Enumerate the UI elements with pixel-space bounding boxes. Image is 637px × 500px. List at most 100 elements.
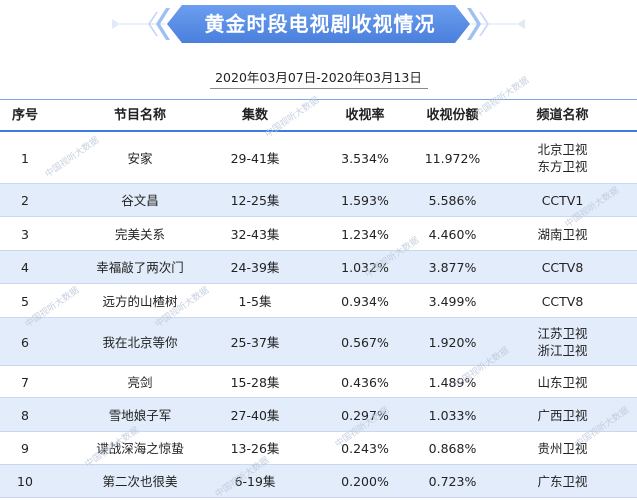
share-cell: 1.920%	[428, 334, 477, 350]
table-header-row: 序号 节目名称 集数 收视率 收视份额 频道名称	[0, 100, 637, 131]
channel-name: 山东卫视	[537, 374, 588, 390]
column-header: 节目名称	[113, 108, 166, 123]
column-header: 频道名称	[536, 108, 589, 123]
row-divider	[0, 183, 637, 184]
channel-name: 湖南卫视	[537, 226, 588, 242]
channel-cell: 山东卫视	[505, 366, 620, 398]
column-header: 收视率	[345, 108, 385, 123]
channel-name: 东方卫视	[537, 159, 588, 174]
rating-cell: 3.534%	[341, 150, 389, 166]
table-row: 1 安家 29-41集 3.534% 11.972% 北京卫视 东方卫视	[0, 132, 637, 184]
program-name-cell: 谷文昌	[121, 193, 159, 208]
channel-cell: 北京卫视 东方卫视	[505, 132, 620, 184]
channel-name: 广西卫视	[537, 407, 588, 423]
program-name-cell: 雪地娘子军	[108, 407, 172, 423]
title-banner: 黄金时段电视剧收视情况	[0, 0, 637, 58]
share-cell: 3.499%	[428, 293, 477, 309]
share-cell: 5.586%	[428, 193, 477, 208]
rank-cell: 9	[21, 441, 29, 456]
table-row: 7 亮剑 15-28集 0.436% 1.489% 山东卫视	[0, 366, 637, 398]
share-cell: 3.877%	[428, 260, 477, 275]
channel-cell: 贵州卫视	[505, 432, 620, 465]
table-row: 3 完美关系 32-43集 1.234% 4.460% 湖南卫视	[0, 217, 637, 251]
column-header: 收视份额	[426, 108, 479, 123]
program-name-cell: 我在北京等你	[102, 334, 178, 350]
rating-cell: 1.032%	[341, 260, 389, 275]
rank-cell: 1	[21, 150, 29, 166]
share-cell: 4.460%	[428, 226, 477, 242]
table-row: 5 远方的山楂树 1-5集 0.934% 3.499% CCTV8	[0, 284, 637, 318]
channel-name: CCTV8	[541, 293, 584, 309]
rank-cell: 2	[21, 193, 29, 208]
rank-cell: 7	[21, 374, 29, 390]
rating-cell: 1.593%	[341, 193, 389, 208]
share-cell: 0.723%	[428, 474, 477, 489]
episodes-cell: 24-39集	[230, 260, 280, 275]
column-header: 序号	[11, 108, 38, 123]
channel-name: 江苏卫视	[537, 326, 588, 341]
channel-cell: 江苏卫视 浙江卫视	[505, 318, 620, 366]
column-header: 集数	[241, 108, 268, 123]
share-cell: 1.489%	[428, 374, 477, 390]
table-row: 8 雪地娘子军 27-40集 0.297% 1.033% 广西卫视	[0, 398, 637, 432]
channel-cell: 湖南卫视	[505, 217, 620, 251]
channel-cell: CCTV8	[505, 251, 620, 284]
program-name-cell: 亮剑	[127, 374, 153, 390]
episodes-cell: 1-5集	[238, 293, 272, 309]
channel-name: 浙江卫视	[537, 343, 588, 358]
program-name-cell: 远方的山楂树	[102, 293, 178, 309]
episodes-cell: 6-19集	[234, 474, 276, 489]
channel-cell: 广西卫视	[505, 398, 620, 432]
rating-cell: 0.297%	[341, 407, 389, 423]
row-divider	[0, 317, 637, 318]
row-divider	[0, 397, 637, 398]
channel-cell: CCTV1	[505, 184, 620, 217]
program-name-cell: 完美关系	[114, 226, 165, 242]
rating-cell: 0.436%	[341, 374, 389, 390]
channel-cell: CCTV8	[505, 284, 620, 318]
rank-cell: 6	[21, 334, 29, 350]
row-divider	[0, 250, 637, 251]
rank-cell: 5	[21, 293, 29, 309]
rank-cell: 4	[21, 260, 29, 275]
channel-name: 广东卫视	[537, 474, 588, 489]
rating-cell: 0.567%	[341, 334, 389, 350]
row-divider	[0, 464, 637, 465]
row-divider	[0, 431, 637, 432]
program-name-cell: 谍战深海之惊蛰	[96, 441, 184, 456]
row-divider	[0, 283, 637, 284]
row-divider	[0, 216, 637, 217]
rank-cell: 10	[17, 474, 33, 489]
rating-cell: 0.243%	[341, 441, 389, 456]
episodes-cell: 25-37集	[230, 334, 280, 350]
table-row: 6 我在北京等你 25-37集 0.567% 1.920% 江苏卫视浙江卫视	[0, 318, 637, 366]
episodes-cell: 29-41集	[230, 150, 280, 166]
channel-name: CCTV1	[541, 193, 584, 208]
date-underline	[210, 88, 428, 89]
channel-cell: 广东卫视	[505, 465, 620, 498]
table-row: 4 幸福敲了两次门 24-39集 1.032% 3.877% CCTV8	[0, 251, 637, 284]
rating-cell: 1.234%	[341, 226, 389, 242]
table-row: 2 谷文昌 12-25集 1.593% 5.586% CCTV1	[0, 184, 637, 217]
share-cell: 0.868%	[428, 441, 477, 456]
table-top-border	[0, 99, 637, 100]
date-range: 2020年03月07日-2020年03月13日	[215, 70, 422, 85]
rating-cell: 0.934%	[341, 293, 389, 309]
rating-cell: 0.200%	[341, 474, 389, 489]
table-row: 10 第二次也很美 6-19集 0.200% 0.723% 广东卫视	[0, 465, 637, 498]
banner-shape	[112, 5, 525, 43]
rank-cell: 8	[21, 407, 29, 423]
episodes-cell: 27-40集	[230, 407, 280, 423]
program-name-cell: 幸福敲了两次门	[96, 260, 184, 275]
share-cell: 1.033%	[428, 407, 477, 423]
row-divider	[0, 365, 637, 366]
episodes-cell: 32-43集	[230, 226, 280, 242]
table-row: 9 谍战深海之惊蛰 13-26集 0.243% 0.868% 贵州卫视	[0, 432, 637, 465]
program-name-cell: 第二次也很美	[102, 474, 178, 489]
episodes-cell: 12-25集	[230, 193, 280, 208]
episodes-cell: 15-28集	[230, 374, 280, 390]
header-bottom-border	[0, 130, 637, 132]
channel-name: 北京卫视	[537, 142, 588, 157]
rank-cell: 3	[21, 226, 29, 242]
program-name-cell: 安家	[127, 150, 153, 166]
